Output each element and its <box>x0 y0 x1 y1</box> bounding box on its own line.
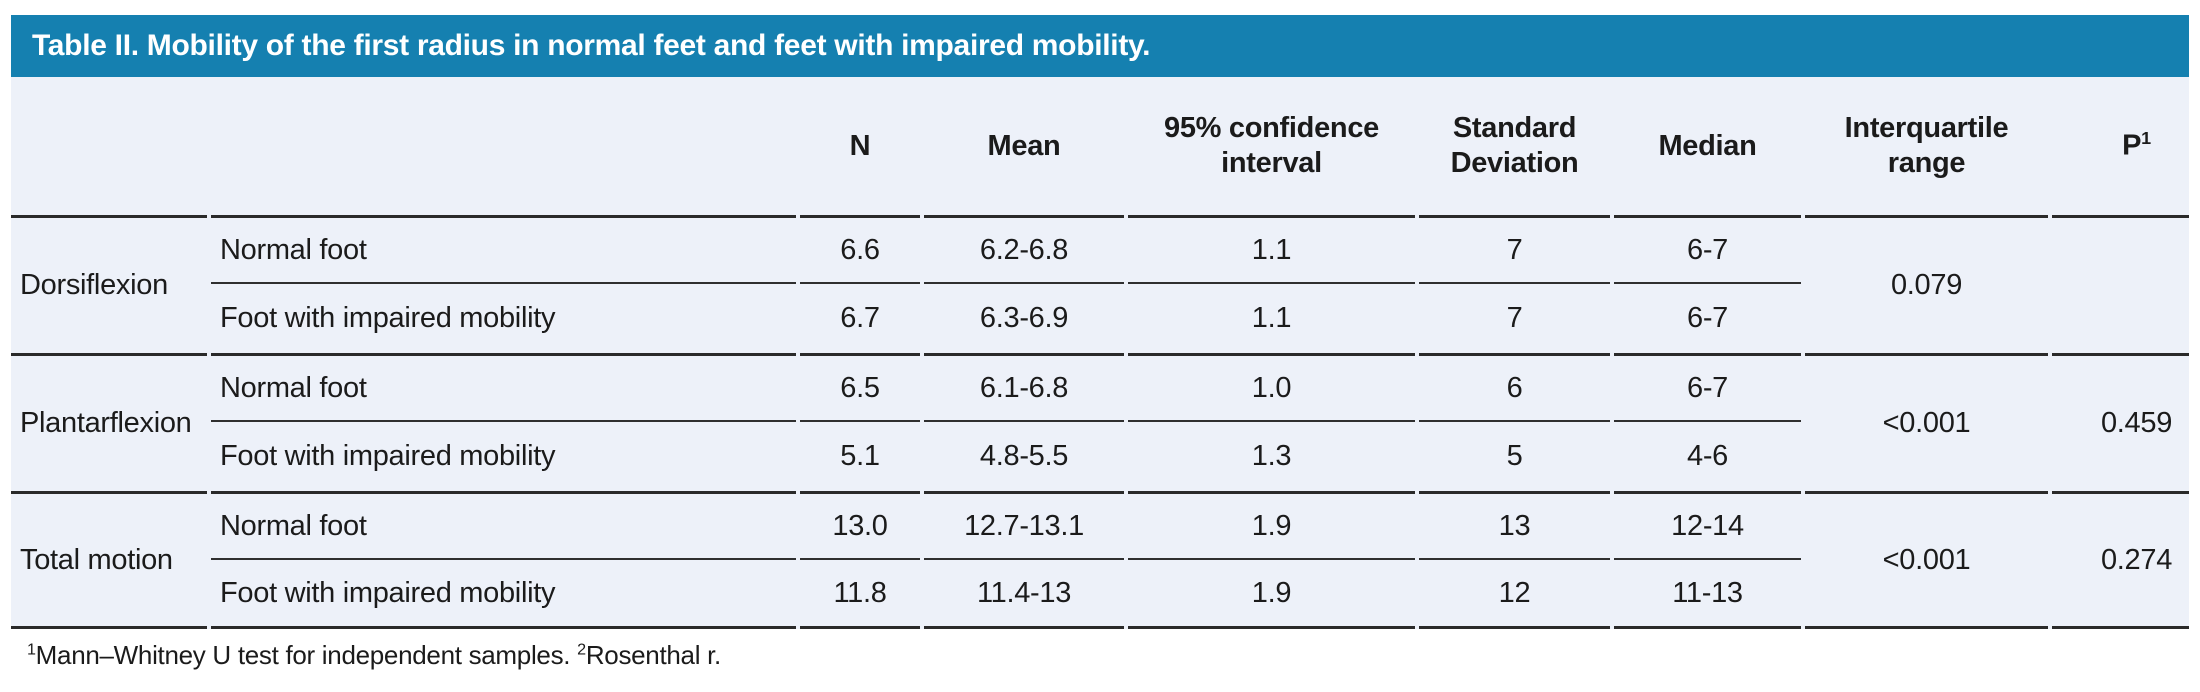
condition-cell: Normal foot <box>211 491 796 560</box>
standard-deviation-cell: 12 <box>1419 560 1610 629</box>
mean-cell: 6.2-6.8 <box>924 215 1124 284</box>
median-cell: 6-7 <box>1614 353 1801 422</box>
standard-deviation-cell: 6 <box>1419 353 1610 422</box>
table-body: N Mean 95% confidence interval Standard … <box>11 77 2189 629</box>
mean-cell: 6.1-6.8 <box>924 353 1124 422</box>
table-row: Foot with impaired mobility 11.8 11.4-13… <box>11 560 2189 629</box>
confidence-interval-cell: 1.9 <box>1128 560 1415 629</box>
n-cell: 6.5 <box>800 353 920 422</box>
header-standard-deviation: Standard Deviation <box>1450 112 1579 179</box>
n-cell: 11.8 <box>800 560 920 629</box>
header-confidence-interval: 95% confidence interval <box>1164 112 1379 179</box>
header-interquartile-range: Interquartile range <box>1844 112 2009 179</box>
n-cell: 13.0 <box>800 491 920 560</box>
condition-cell: Foot with impaired mobility <box>211 560 796 629</box>
interquartile-cell: <0.001 <box>1805 353 2048 491</box>
header-p-superscript: 1 <box>2141 128 2151 149</box>
mean-cell: 4.8-5.5 <box>979 440 1069 472</box>
header-row: N Mean 95% confidence interval Standard … <box>11 77 2189 215</box>
header-n: N <box>849 129 871 162</box>
n-cell: 6.6 <box>800 215 920 284</box>
n-cell: 5.1 <box>840 440 880 472</box>
header-empty-condition <box>211 77 796 215</box>
group-label-plantarflexion: Plantarflexion <box>11 353 207 491</box>
table-row: Foot with impaired mobility 6.7 6.3-6.9 … <box>11 284 2189 353</box>
condition-cell: Normal foot <box>211 215 796 284</box>
footnote: 1Mann–Whitney U test for independent sam… <box>11 640 2189 671</box>
table-row: Foot with impaired mobility 5.1 4.8-5.5 … <box>11 422 2189 491</box>
median-cell: 11-13 <box>1614 560 1801 629</box>
footnote-superscript-1: 1 <box>27 640 36 659</box>
confidence-interval-cell: 1.9 <box>1128 491 1415 560</box>
confidence-interval-cell: 1.1 <box>1251 302 1292 334</box>
footnote-superscript-2: 2 <box>577 640 586 659</box>
condition-cell: Foot with impaired mobility <box>220 302 556 334</box>
mean-cell: 11.4-13 <box>924 560 1124 629</box>
median-cell: 4-6 <box>1686 440 1728 472</box>
median-cell: 6-7 <box>1614 215 1801 284</box>
confidence-interval-cell: 1.3 <box>1251 440 1292 472</box>
n-cell: 6.7 <box>840 302 880 334</box>
header-median: Median <box>1658 129 1757 162</box>
mean-cell: 12.7-13.1 <box>924 491 1124 560</box>
median-cell: 6-7 <box>1686 302 1728 334</box>
p-cell: 0.459 <box>2052 353 2189 491</box>
confidence-interval-cell: 1.1 <box>1128 215 1415 284</box>
confidence-interval-cell: 1.0 <box>1128 353 1415 422</box>
table-title: Table II. Mobility of the first radius i… <box>32 29 1151 62</box>
condition-cell: Normal foot <box>211 353 796 422</box>
header-p: P1 <box>2052 77 2189 215</box>
standard-deviation-cell: 5 <box>1506 440 1523 472</box>
header-mean: Mean <box>987 129 1061 162</box>
header-empty-group <box>11 77 207 215</box>
data-table: N Mean 95% confidence interval Standard … <box>11 77 2189 629</box>
condition-cell: Foot with impaired mobility <box>220 440 556 472</box>
header-p-label: P <box>2122 129 2142 162</box>
standard-deviation-cell: 7 <box>1419 215 1610 284</box>
table-row: Plantarflexion Normal foot 6.5 6.1-6.8 1… <box>11 353 2189 439</box>
mean-cell: 6.3-6.9 <box>979 302 1069 334</box>
table-row: Dorsiflexion Normal foot 6.6 6.2-6.8 1.1… <box>11 215 2189 301</box>
standard-deviation-cell: 7 <box>1506 302 1523 334</box>
p-cell: 0.274 <box>2052 491 2189 629</box>
table-title-bar: Table II. Mobility of the first radius i… <box>11 15 2189 77</box>
footnote-text-1: Mann–Whitney U test for independent samp… <box>35 640 578 670</box>
table-figure: Table II. Mobility of the first radius i… <box>11 15 2189 671</box>
table-row: Total motion Normal foot 13.0 12.7-13.1 … <box>11 491 2189 629</box>
group-label-total-motion: Total motion <box>11 491 207 629</box>
interquartile-cell: 0.079 <box>1805 215 2048 353</box>
median-cell: 12-14 <box>1614 491 1801 560</box>
interquartile-cell: <0.001 <box>1805 491 2048 629</box>
footnote-text-2: Rosenthal r. <box>585 640 721 670</box>
standard-deviation-cell: 13 <box>1419 491 1610 560</box>
group-label-dorsiflexion: Dorsiflexion <box>11 215 207 353</box>
p-cell <box>2052 215 2189 353</box>
